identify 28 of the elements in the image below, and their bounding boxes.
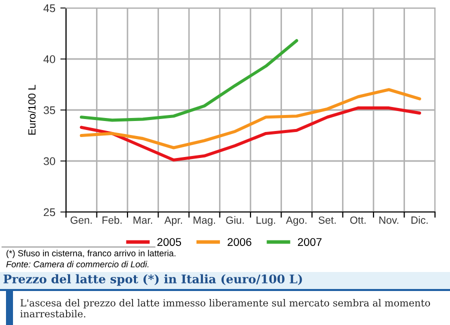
text: (*) Sfuso in cisterna, franco arrivo in latteria. (6, 250, 176, 258)
legend-label: 2005 (157, 238, 182, 246)
y-tick-label: 30 (44, 157, 56, 166)
x-tick-label: Ott. (350, 216, 366, 224)
y-tick-label: 45 (43, 4, 56, 12)
x-tick-label: Dic. (412, 216, 428, 224)
y-axis-title: Euro/100 L (28, 84, 36, 135)
x-tick-label: Set. (318, 216, 336, 224)
text: Prezzo del latte spot (*) in Italia (euro/100 L) (4, 274, 302, 286)
line-series (80, 106, 422, 162)
text: L'ascesa del prezzo del latte immesso liberamente sul mercato sembra al momento inarrestabile. (20, 299, 430, 318)
source-note: Fonte: Camera di commercio di Lodi. (6, 260, 148, 268)
y-tick-label: 40 (43, 55, 56, 64)
legend-label: 2007 (298, 238, 322, 246)
x-tick-label: Mag. (194, 216, 216, 226)
x-tick-label: Gen. (70, 216, 92, 224)
x-tick-label: Giu. (226, 216, 244, 224)
x-tick-label: Lug. (256, 216, 276, 226)
line-series (80, 88, 422, 150)
line-series (80, 39, 298, 122)
x-tick-label: Nov. (379, 216, 398, 224)
x-tick-label: Apr. (164, 216, 182, 226)
legend-label: 2006 (228, 238, 252, 246)
y-tick-label: 35 (44, 106, 56, 114)
x-tick-label: Feb. (102, 216, 122, 224)
x-tick-label: Mar. (134, 216, 152, 224)
x-tick-label: Ago. (286, 216, 306, 226)
y-tick-label: 25 (44, 208, 56, 216)
